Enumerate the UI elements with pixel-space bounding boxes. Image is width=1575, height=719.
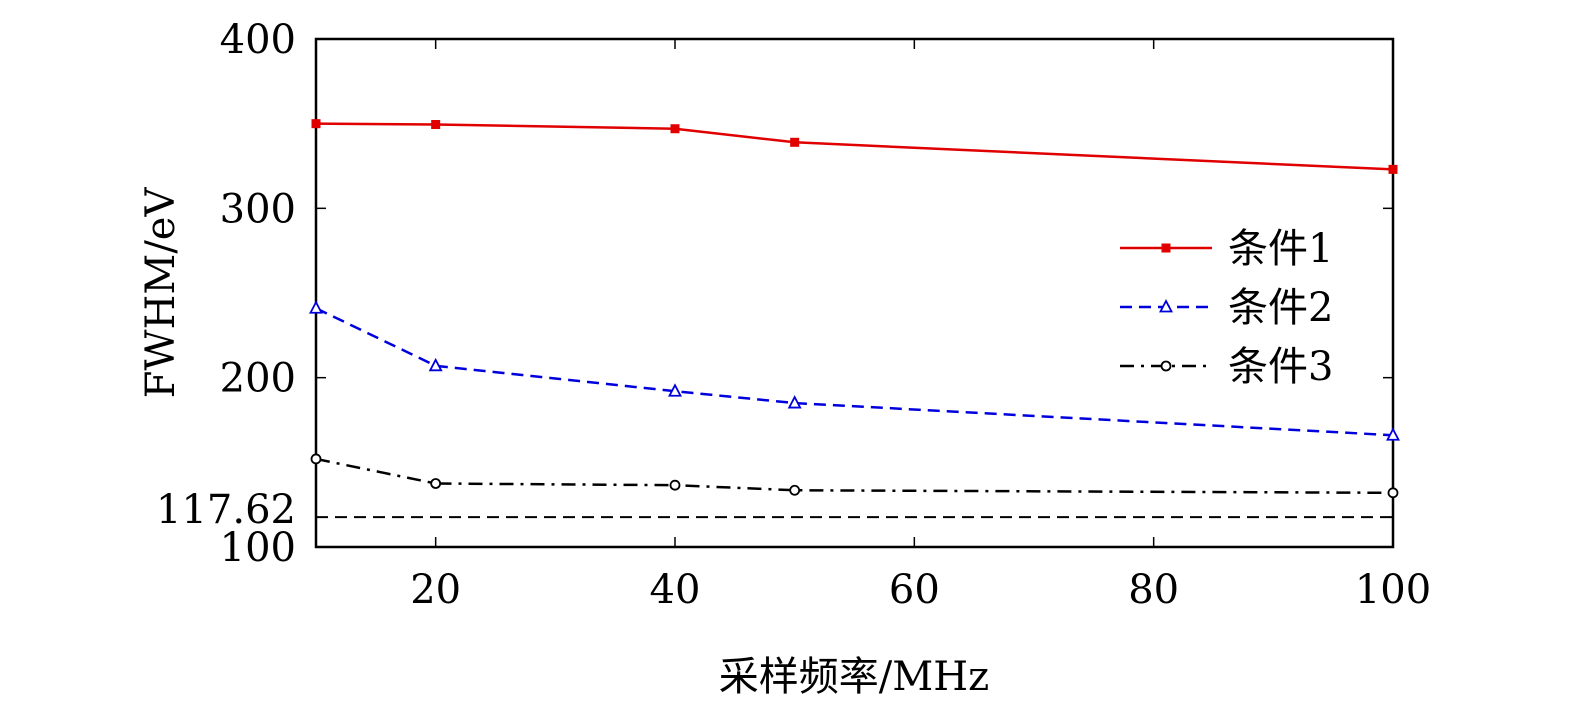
series-2-point	[787, 395, 802, 409]
series-1-point	[790, 137, 800, 147]
plot-frame	[314, 37, 1395, 549]
y-tick-label: 300	[220, 186, 296, 232]
x-tick-label: 20	[410, 567, 461, 613]
y-tick-label: 100	[220, 525, 296, 571]
y-tick-label: 200	[220, 356, 296, 402]
series-line-3	[315, 457, 1394, 495]
y-tick-label: 400	[220, 17, 296, 63]
series-1-point	[1388, 164, 1398, 174]
x-tick-label: 100	[1355, 567, 1431, 613]
x-axis-title: 采样频率/MHz	[719, 654, 989, 700]
legend-marker-2	[1159, 299, 1173, 313]
legend-label-3: 条件3	[1228, 344, 1333, 390]
legend-marker-3	[1160, 360, 1172, 372]
legend-marker-1	[1161, 243, 1171, 253]
x-tick-label: 80	[1128, 567, 1179, 613]
series-line-2	[315, 307, 1394, 437]
x-tick-label: 60	[889, 567, 940, 613]
series-3-point	[310, 453, 322, 465]
series-1-point	[670, 124, 680, 134]
x-tick-label: 40	[650, 567, 701, 613]
series-2-point	[428, 357, 443, 372]
series-2-point	[309, 300, 323, 314]
series-3-point	[789, 484, 801, 496]
series-1-point	[311, 119, 321, 129]
legend-label-2: 条件2	[1228, 285, 1333, 331]
series-1-point	[431, 120, 441, 130]
legend-label-1: 条件1	[1228, 226, 1333, 272]
series-line-1	[315, 122, 1394, 171]
series-3-point	[669, 479, 681, 491]
reference-line-label: 117.62	[156, 487, 296, 533]
series-3-point	[1387, 487, 1399, 499]
series-2-point	[1386, 427, 1400, 441]
series-3-point	[430, 478, 442, 489]
series-2-point	[668, 383, 682, 397]
y-axis-title: FWHM/eV	[138, 187, 184, 399]
